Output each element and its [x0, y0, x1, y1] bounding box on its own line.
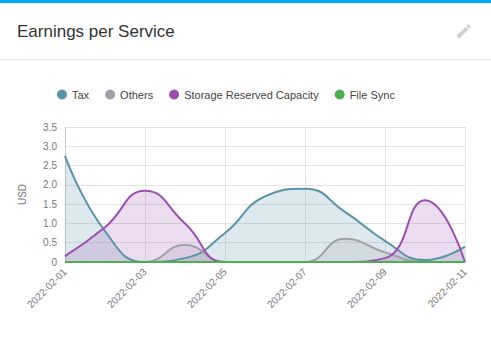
- svg-text:Tax: Tax: [72, 89, 90, 101]
- svg-text:3.5: 3.5: [43, 122, 57, 133]
- svg-text:2022-02-09: 2022-02-09: [345, 266, 389, 310]
- svg-text:2022-02-01: 2022-02-01: [25, 266, 69, 310]
- svg-text:1.0: 1.0: [43, 218, 57, 229]
- svg-text:1.5: 1.5: [43, 199, 57, 210]
- svg-text:2022-02-11: 2022-02-11: [426, 266, 470, 310]
- svg-text:USD: USD: [17, 184, 28, 205]
- svg-text:2.5: 2.5: [43, 160, 57, 171]
- svg-text:2022-02-07: 2022-02-07: [265, 266, 309, 310]
- svg-text:0.5: 0.5: [43, 237, 57, 248]
- svg-text:0: 0: [51, 257, 57, 268]
- svg-text:Storage Reserved Capacity: Storage Reserved Capacity: [184, 89, 319, 101]
- svg-text:2022-02-05: 2022-02-05: [185, 266, 229, 310]
- svg-text:File Sync: File Sync: [350, 89, 396, 101]
- svg-text:2022-02-03: 2022-02-03: [105, 266, 149, 310]
- svg-text:Others: Others: [120, 89, 154, 101]
- svg-text:2.0: 2.0: [43, 179, 57, 190]
- html-text:Earnings per Service: Earnings per Service: [17, 22, 175, 41]
- svg-text:3.0: 3.0: [43, 141, 57, 152]
